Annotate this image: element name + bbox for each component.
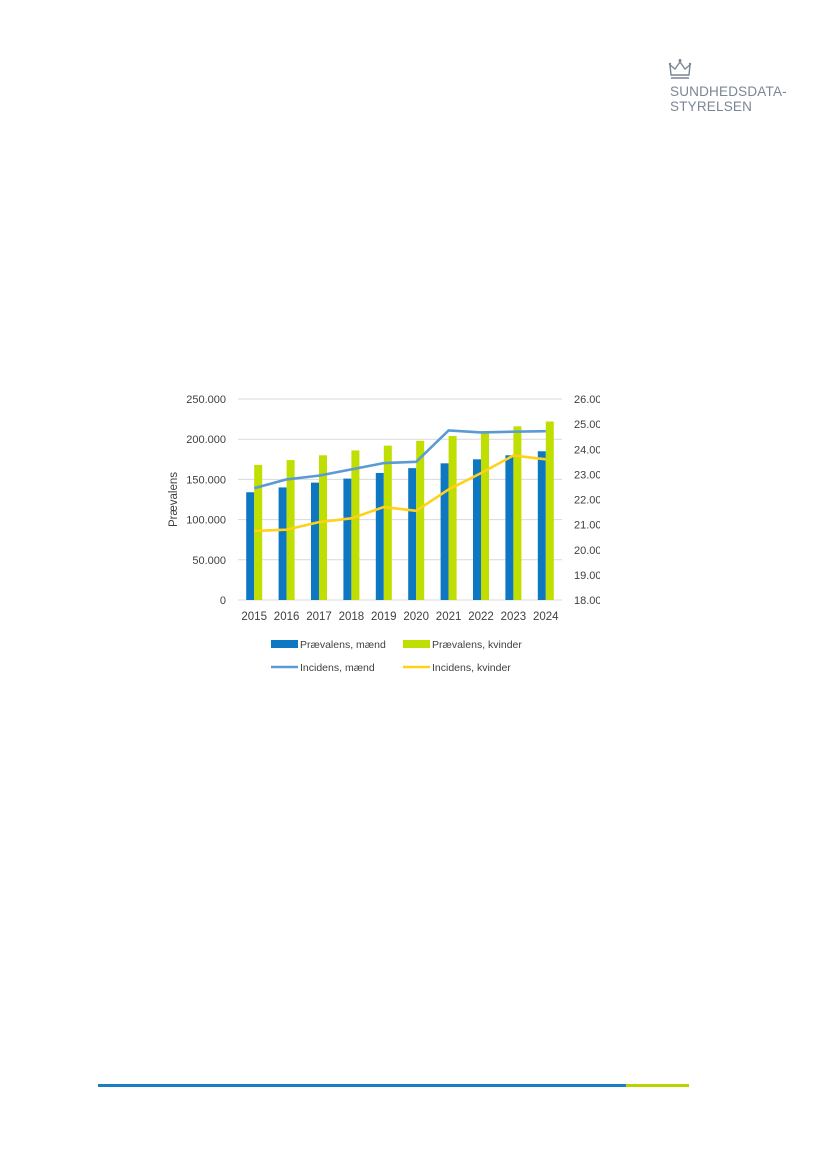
x-tick-label: 2022 [468,611,494,623]
bar [481,431,489,600]
y-tick-label: 50.000 [192,555,226,567]
bar [473,459,481,600]
x-tick-label: 2021 [436,611,462,623]
y2-tick-label: 23.000 [574,469,600,481]
bar [383,445,392,600]
x-tick-label: 2019 [371,611,397,623]
x-tick-label: 2020 [403,611,429,623]
y2-tick-label: 22.000 [574,495,600,507]
bar [505,455,514,600]
footer-blue-rule [98,1084,626,1087]
legend-swatch [271,640,298,648]
legend-label: Prævalens, mænd [300,639,386,651]
bar [545,421,554,600]
y2-tick-label: 18.000 [574,595,600,607]
x-tick-label: 2018 [339,611,365,623]
x-tick-label: 2017 [306,611,332,623]
bar [375,472,384,600]
y-axis-title: Prævalens [168,472,180,527]
x-tick-label: 2024 [533,611,559,623]
logo-text-line1: SUNDHEDSDATA- [670,84,787,99]
bar [311,482,319,600]
y-tick-label: 250.000 [186,394,226,406]
y2-tick-label: 25.000 [574,419,600,431]
bar [343,478,352,600]
bar [513,426,522,600]
y-tick-label: 100.000 [186,515,226,527]
logo-text-line2: STYRELSEN [670,99,753,114]
bar [254,464,263,600]
y2-tick-label: 21.000 [574,520,600,532]
x-tick-label: 2015 [241,611,267,623]
bar [416,440,425,600]
footer-green-rule [626,1084,689,1087]
bar [537,451,546,600]
x-tick-label: 2023 [501,611,527,623]
x-tick-label: 2016 [274,611,300,623]
crown-icon [668,59,692,79]
combo-chart: 0 50.000 100.000 150.000 200.000 250.000 18.00… [168,394,600,674]
series-line [253,429,546,490]
legend-swatch [403,640,430,648]
y-tick-label: 150.000 [186,474,226,486]
bar [408,468,417,600]
y-tick-label: 200.000 [186,434,226,446]
legend-label: Prævalens, kvinder [432,639,522,651]
y2-tick-label: 20.000 [574,545,600,557]
bar [448,435,457,600]
y2-tick-label: 26.000 [574,394,600,406]
bar [278,487,287,600]
y2-tick-label: 24.000 [574,444,600,456]
legend-label: Incidens, kvinder [432,662,511,674]
series-line [254,454,546,533]
bar [319,455,327,600]
y2-tick-label: 19.000 [574,570,600,582]
bar [351,450,360,600]
legend-label: Incidens, mænd [300,662,375,674]
bar [246,492,255,600]
bar [440,463,449,600]
y-tick-label: 0 [220,595,226,607]
